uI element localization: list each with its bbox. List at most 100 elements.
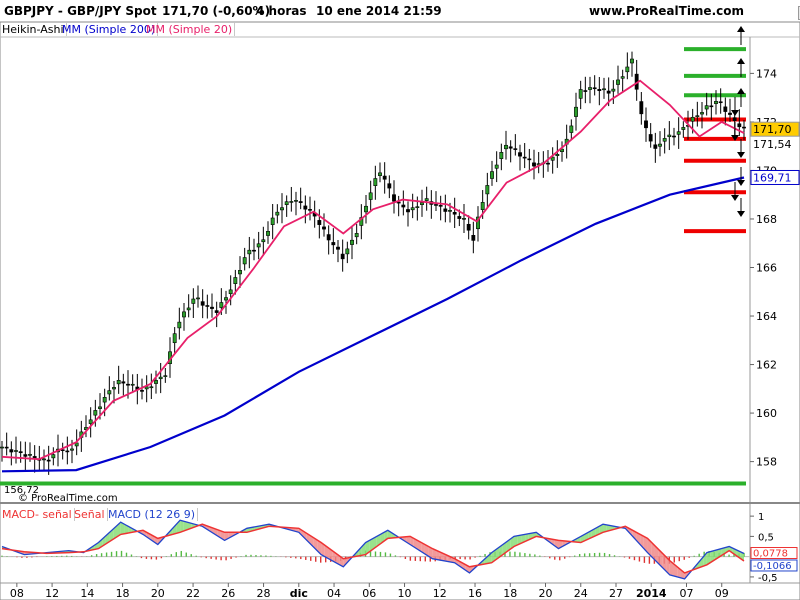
candle-body [690,116,695,122]
macd-fill [513,535,518,547]
legend-heikin-ashi[interactable]: Heikin-Ashi [0,23,67,36]
candle-body [555,154,560,157]
macd-fill [669,560,674,576]
candle-body [569,125,574,133]
macd-fill [710,550,715,563]
candle-body [625,66,630,73]
candle-body [532,162,536,167]
candle-body [238,270,242,275]
macd-fill [358,546,362,556]
signal-value-label: -0,1066 [753,561,792,572]
arrow-head-icon [737,180,745,186]
candle-body [462,218,466,220]
macd-fill [521,534,526,544]
candle-body [396,201,401,204]
macd-fill [699,556,704,568]
macd-fill [324,545,329,559]
candle-body [60,449,65,451]
macd-fill [421,542,425,554]
macd-fill [124,524,129,534]
close-icon[interactable]: ✕ [798,6,800,20]
candle-body [270,217,275,225]
candle-body [256,243,261,248]
x-tick-label: 24 [574,587,588,600]
arrow-head-icon [731,195,739,201]
candle-body [560,148,564,153]
macd-fill [506,539,511,552]
candle-body [630,58,634,64]
y-tick-label: 174 [756,67,777,80]
candle-body [452,211,457,215]
candle-body [233,277,238,284]
candle-body [331,242,336,246]
candle-body [485,185,490,195]
legend-ma200[interactable]: MM (Simple 200) [60,23,159,36]
site-label[interactable]: www.ProRealTime.com [589,4,744,18]
legend-signal[interactable]: Señal [72,508,108,521]
candle-body [658,143,662,147]
candle-body [252,249,256,252]
x-tick-label: 06 [362,587,376,600]
candle-body [98,406,102,409]
y-tick-label: 160 [756,407,777,420]
macd-fill [643,536,648,553]
candle-body [0,446,4,449]
candle-body [359,217,364,226]
candle-body [443,208,448,212]
candle-body [667,134,672,138]
arrow-head-icon [737,211,745,217]
macd-fill [117,522,121,537]
macd-fill [439,551,444,561]
ma200-value-label: 169,71 [753,171,792,184]
candle-body [163,375,168,377]
macd-fill [469,566,474,573]
candle-body [714,101,718,104]
macd-fill [502,541,507,555]
candle-body [224,297,228,301]
x-tick-label: 12 [433,587,447,600]
macd-fill [180,520,184,533]
candle-body [616,79,620,85]
candle-body [266,231,270,236]
candle-body [499,152,504,159]
candle-body [364,205,368,213]
candle-body [144,386,149,390]
candle-body [65,450,70,453]
candle-body [550,156,555,161]
macd-fill [369,538,373,552]
candle-body [308,209,312,211]
candle-body [340,253,345,260]
macd-fill [332,550,336,563]
legend-macd[interactable]: MACD (12 26 9) [106,508,199,521]
candle-body [247,249,252,255]
candle-body [574,106,578,117]
candle-body [466,223,471,231]
candle-body [345,248,350,255]
candle-body [611,88,616,92]
candle-body [51,454,56,459]
candle-body [158,376,163,380]
candle-body [9,449,14,453]
candle-body [294,200,298,202]
x-tick-label: 14 [80,587,94,600]
macd-fill [183,521,188,531]
candle-body [480,202,485,211]
candle-body [275,211,280,216]
candle-body [4,446,9,449]
candle-body [210,306,214,309]
candle-body [513,148,518,150]
y-tick-label: 162 [756,359,777,372]
candle-body [420,202,424,205]
timeframe-label[interactable]: 4 horas [256,4,307,18]
macd-fill [577,536,581,543]
macd-fill [321,542,325,557]
candle-body [107,390,112,395]
macd-fill [417,540,422,552]
macd-fill [510,536,514,550]
candle-body [494,164,499,169]
legend-macd-minus-signal[interactable]: MACD- señal [0,508,75,521]
macd-y-tick-label: 0,5 [758,532,774,543]
candle-body [326,234,331,241]
legend-ma20[interactable]: MM (Simple 20) [144,23,236,36]
macd-fill [343,558,348,567]
